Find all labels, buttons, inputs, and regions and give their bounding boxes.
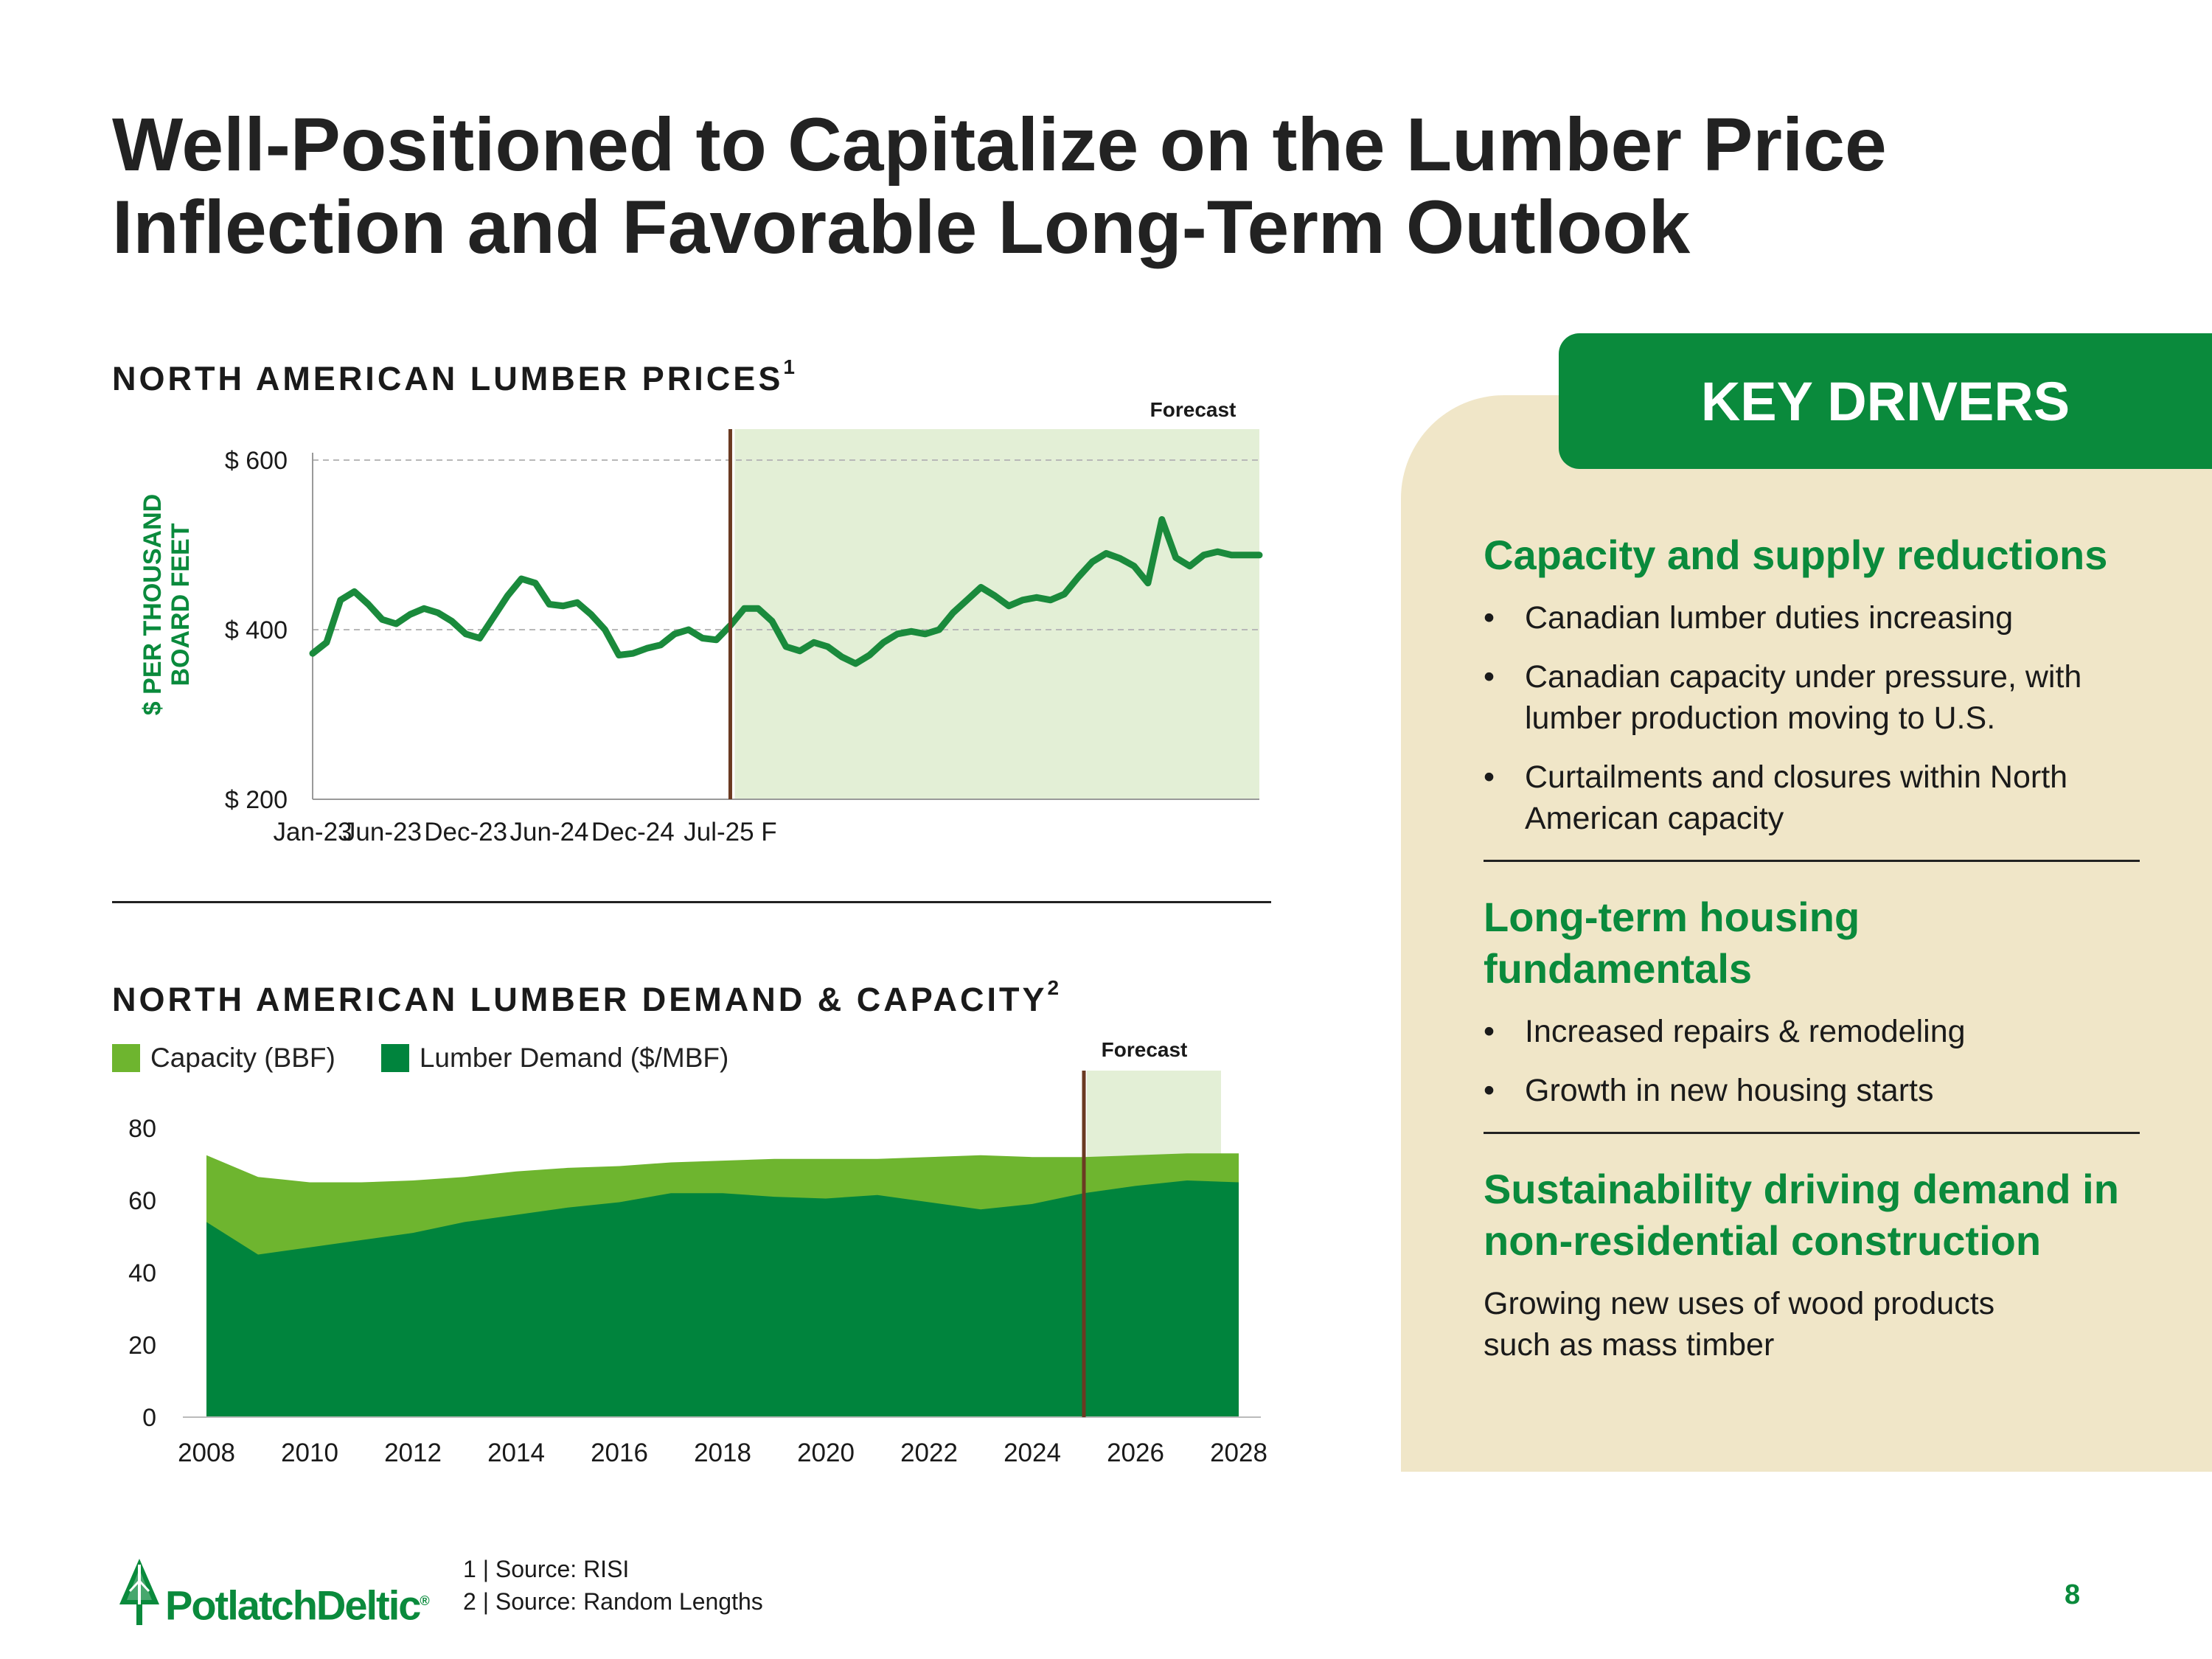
y-axis-label-line: $ PER THOUSAND: [139, 494, 167, 715]
y-tick-label: 40: [128, 1259, 156, 1287]
demand-capacity-chart: 0 20 40 60 80 2008 2010 2012 2014 2016 2018 2020 202…: [128, 1038, 1267, 1467]
x-tick-label: 2026: [1107, 1439, 1164, 1467]
bullet-item: Increased repairs & remodeling: [1484, 1011, 2140, 1052]
title-line-1: Well-Positioned to Capitalize on the Lum…: [112, 102, 1887, 187]
y-axis-label: $ PER THOUSANDBOARD FEET: [139, 494, 195, 715]
x-tick-label: Dec-24: [591, 818, 675, 846]
title-line-2: Inflection and Favorable Long-Term Outlo…: [112, 185, 1691, 269]
x-tick-label: 2010: [281, 1439, 338, 1467]
bullet-item: Canadian lumber duties increasing: [1484, 597, 2140, 639]
x-tick-label: 2018: [694, 1439, 751, 1467]
driver-heading-housing: Long-term housing fundamentals: [1484, 894, 1860, 992]
demand-title-footnote: 2: [1047, 976, 1060, 999]
x-tick-label: 2024: [1004, 1439, 1061, 1467]
driver-heading-capacity: Capacity and supply reductions: [1484, 532, 2108, 578]
y-tick-label: $ 400: [225, 616, 288, 644]
x-tick-label: Jan-23: [273, 818, 352, 846]
x-tick-label: 2014: [487, 1439, 545, 1467]
section-divider: [112, 901, 1271, 903]
x-tick-label: Dec-23: [424, 818, 507, 846]
logo-text: PotlatchDeltic: [165, 1582, 421, 1629]
y-tick-label: $ 200: [225, 786, 288, 814]
page-number: 8: [2065, 1579, 2081, 1610]
key-drivers-content: Capacity and supply reductions Canadian …: [1484, 529, 2140, 1366]
driver-text-sustainability: Growing new uses of wood products such a…: [1484, 1286, 1995, 1363]
driver-divider: [1484, 860, 2140, 862]
logo-wordmark: PotlatchDeltic®: [165, 1580, 430, 1627]
legend-item-demand: Lumber Demand ($/MBF): [380, 1043, 729, 1074]
footnote-2: 2 | Source: Random Lengths: [463, 1588, 763, 1615]
legend-swatch-capacity: [112, 1044, 140, 1072]
y-tick-label: $ 600: [225, 447, 288, 475]
logo-registered-mark: ®: [420, 1593, 430, 1609]
y-tick-label: 80: [128, 1115, 156, 1143]
driver-divider: [1484, 1132, 2140, 1134]
prices-chart-title: NORTH AMERICAN LUMBER PRICES1: [112, 355, 795, 398]
y-tick-label: 0: [142, 1404, 156, 1432]
company-logo: PotlatchDeltic®: [116, 1559, 430, 1627]
slide-title: Well-Positioned to Capitalize on the Lum…: [112, 103, 2029, 268]
y-axis-label-line: BOARD FEET: [167, 523, 195, 686]
key-drivers-header: KEY DRIVERS: [1559, 333, 2212, 469]
driver-bullets-capacity: Canadian lumber duties increasing Canadi…: [1484, 597, 2140, 839]
y-tick-label: 60: [128, 1187, 156, 1215]
key-drivers-panel: [1401, 395, 2212, 1472]
prices-title-text: NORTH AMERICAN LUMBER PRICES: [112, 360, 784, 397]
footnotes: 1 | Source: RISI 2 | Source: Random Leng…: [463, 1553, 763, 1618]
demand-title-text: NORTH AMERICAN LUMBER DEMAND & CAPACITY: [112, 981, 1048, 1018]
bullet-item: Growth in new housing starts: [1484, 1070, 2140, 1111]
prices-title-footnote: 1: [783, 355, 795, 378]
tree-logo-icon: [119, 1559, 159, 1625]
x-tick-label: 2022: [900, 1439, 958, 1467]
legend-label-capacity: Capacity (BBF): [150, 1043, 335, 1073]
forecast-label: Forecast: [1102, 1038, 1188, 1061]
forecast-region: [734, 429, 1259, 799]
x-tick-label: 2028: [1210, 1439, 1267, 1467]
legend-swatch-demand: [380, 1044, 409, 1072]
x-tick-label: 2012: [384, 1439, 442, 1467]
demand-area: [206, 1180, 1239, 1417]
y-tick-label: 20: [128, 1332, 156, 1360]
driver-bullets-housing: Increased repairs & remodeling Growth in…: [1484, 1011, 2140, 1111]
demand-chart-legend: Capacity (BBF) Lumber Demand ($/MBF): [112, 1040, 774, 1077]
bullet-item: Canadian capacity under pressure, with l…: [1484, 656, 2140, 739]
footnote-1: 1 | Source: RISI: [463, 1556, 630, 1582]
legend-label-demand: Lumber Demand ($/MBF): [419, 1043, 729, 1073]
x-tick-label: 2016: [591, 1439, 648, 1467]
driver-heading-sustainability: Sustainability driving demand in non-res…: [1484, 1166, 2119, 1264]
x-tick-label: Jun-23: [343, 818, 422, 846]
x-tick-label: 2008: [178, 1439, 235, 1467]
x-tick-label: Jul-25 F: [684, 818, 776, 846]
demand-chart-title: NORTH AMERICAN LUMBER DEMAND & CAPACITY2: [112, 976, 1059, 1019]
legend-item-capacity: Capacity (BBF): [112, 1043, 335, 1074]
forecast-label: Forecast: [1150, 398, 1237, 421]
price-line: [309, 516, 1263, 667]
x-tick-label: 2020: [797, 1439, 855, 1467]
bullet-item: Curtailments and closures within North A…: [1484, 757, 2140, 839]
x-tick-label: Jun-24: [509, 818, 588, 846]
